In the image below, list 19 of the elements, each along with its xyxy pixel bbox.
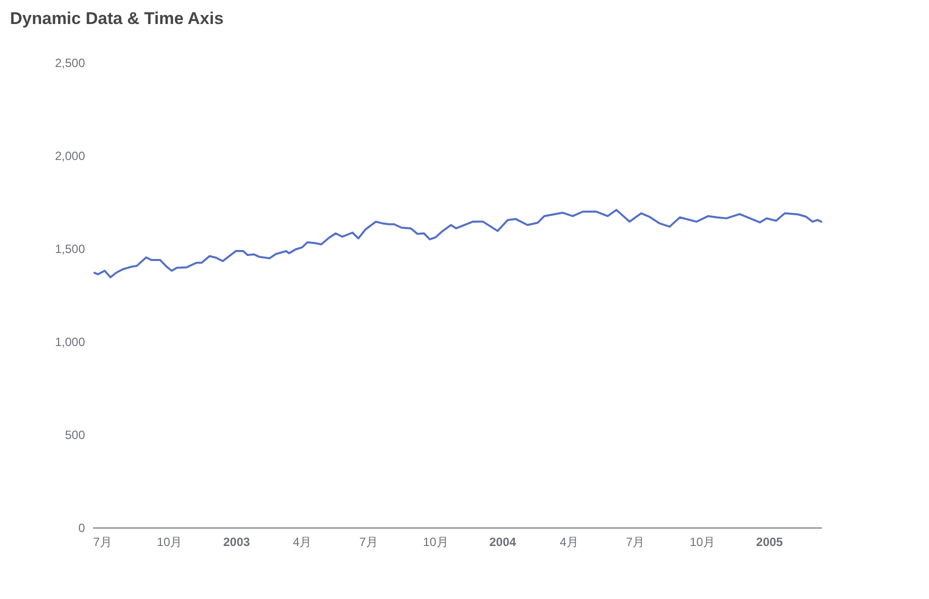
x-tick-label: 7月 — [626, 535, 645, 549]
y-tick-label: 500 — [64, 428, 86, 442]
x-tick-label: 10月 — [690, 535, 716, 549]
y-tick-label: 1,500 — [54, 242, 86, 256]
x-tick-label: 2005 — [756, 535, 784, 549]
x-tick-label: 2004 — [489, 535, 516, 549]
y-tick-label: 0 — [78, 521, 86, 535]
x-tick-label: 2003 — [223, 535, 250, 549]
x-tick-label: 10月 — [156, 535, 182, 549]
x-tick-label: 4月 — [560, 535, 578, 549]
line-series — [93, 208, 822, 278]
x-tick-label: 7月 — [93, 535, 112, 549]
y-tick-label: 2,500 — [54, 56, 86, 70]
x-tick-label: 10月 — [422, 535, 448, 549]
x-tick-label: 4月 — [292, 535, 312, 549]
y-tick-label: 1,000 — [54, 335, 86, 349]
chart-title: Dynamic Data & Time Axis — [10, 9, 224, 28]
x-tick-label: 7月 — [359, 535, 378, 549]
y-tick-label: 2,000 — [54, 149, 86, 163]
